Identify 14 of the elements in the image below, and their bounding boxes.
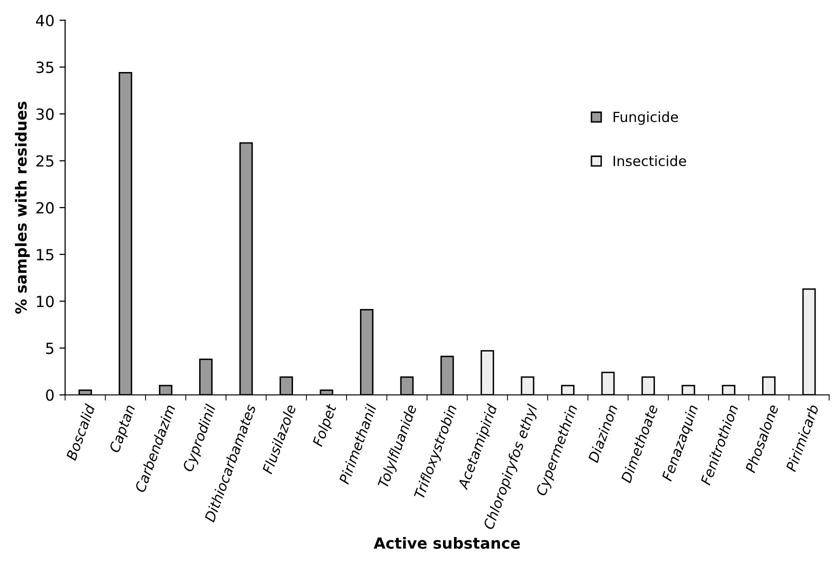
y-axis-title: % samples with residues [14,102,30,314]
y-tick-label: 0 [46,389,54,401]
x-axis-title: Active substance [374,537,520,549]
legend-label: Fungicide [614,111,678,125]
y-tick-label: 10 [36,296,54,308]
y-tick-label: 25 [36,155,54,167]
y-tick-label: 5 [46,342,54,354]
y-tick-label: 30 [36,108,54,120]
x-tick-label: Folpet [312,402,340,448]
y-tick-label: 40 [36,14,54,26]
y-tick-label: 20 [36,202,54,214]
legend-label: Insecticide [614,155,686,166]
y-tick-label: 35 [36,62,54,74]
y-tick-label: 15 [36,249,54,260]
